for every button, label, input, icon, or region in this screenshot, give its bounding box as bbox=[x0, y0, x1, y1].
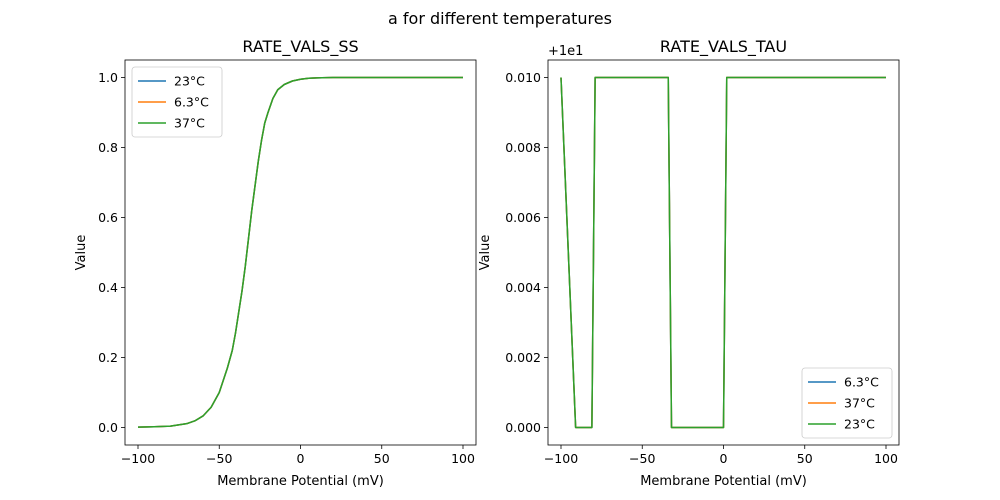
subplot-rate-vals-ss: RATE_VALS_SS −100 −50 0 50 100 0.00.20.40.60… bbox=[74, 37, 477, 489]
y-tick-label: 0.0 bbox=[98, 420, 118, 435]
y-tick-label: 0.4 bbox=[98, 280, 118, 295]
legend-frame bbox=[801, 367, 893, 439]
x-tick-label: 50 bbox=[797, 451, 813, 466]
y-axis-label: Value bbox=[478, 235, 493, 271]
y-axis-label: Value bbox=[74, 235, 89, 271]
x-axis-label: Membrane Potential (mV) bbox=[217, 474, 384, 489]
legend-label: 23°C bbox=[174, 74, 205, 89]
x-axis-label: Membrane Potential (mV) bbox=[640, 474, 807, 489]
x-tick-label: 50 bbox=[374, 451, 390, 466]
y-tick-label: 0.008 bbox=[505, 140, 541, 155]
x-axis: −100 −50 0 50 100 bbox=[121, 445, 475, 466]
subplot-title: RATE_VALS_TAU bbox=[660, 37, 787, 57]
y-tick-label: 0.006 bbox=[505, 210, 541, 225]
y-tick-label: 0.000 bbox=[505, 420, 541, 435]
legend-label: 6.3°C bbox=[174, 95, 209, 110]
series-line-3 bbox=[560, 76, 886, 429]
legend: 6.3°C 37°C 23°C bbox=[801, 367, 893, 439]
y-tick-label: 0.002 bbox=[505, 350, 541, 365]
x-tick-label: 100 bbox=[451, 451, 475, 466]
x-axis: −100 −50 0 50 100 bbox=[544, 445, 898, 466]
y-tick-label: 0.2 bbox=[98, 350, 118, 365]
series-line-3 bbox=[137, 76, 463, 428]
subplot-title: RATE_VALS_SS bbox=[242, 37, 358, 57]
x-tick-label: −100 bbox=[121, 451, 155, 466]
legend-label: 37°C bbox=[844, 396, 875, 411]
offset-label: +1e1 bbox=[548, 44, 583, 59]
figure-suptitle: a for different temperatures bbox=[388, 9, 612, 28]
plot-area bbox=[137, 76, 463, 428]
y-tick-label: 0.6 bbox=[98, 210, 118, 225]
y-axis: 0.000 0.002 0.004 0.006 0.008 0.010 bbox=[505, 70, 548, 435]
plot-area bbox=[560, 76, 886, 429]
subplot-rate-vals-tau: RATE_VALS_TAU −100 −50 0 50 100 0.0000.0020.… bbox=[478, 37, 900, 489]
x-tick-label: 0 bbox=[297, 451, 305, 466]
x-tick-label: −50 bbox=[629, 451, 655, 466]
legend-label: 23°C bbox=[844, 417, 875, 432]
legend-frame bbox=[131, 66, 223, 138]
legend-label: 37°C bbox=[174, 116, 205, 131]
legend-label: 6.3°C bbox=[844, 375, 879, 390]
y-tick-label: 0.8 bbox=[98, 140, 118, 155]
x-tick-label: 100 bbox=[874, 451, 898, 466]
y-tick-label: 0.004 bbox=[505, 280, 541, 295]
x-tick-label: 0 bbox=[720, 451, 728, 466]
x-tick-label: −50 bbox=[206, 451, 232, 466]
legend: 23°C 6.3°C 37°C bbox=[131, 66, 223, 138]
x-tick-label: −100 bbox=[544, 451, 578, 466]
y-axis: 0.0 0.2 0.4 0.6 0.8 1.0 bbox=[98, 70, 125, 435]
y-tick-label: 0.010 bbox=[505, 70, 541, 85]
y-tick-label: 1.0 bbox=[98, 70, 118, 85]
